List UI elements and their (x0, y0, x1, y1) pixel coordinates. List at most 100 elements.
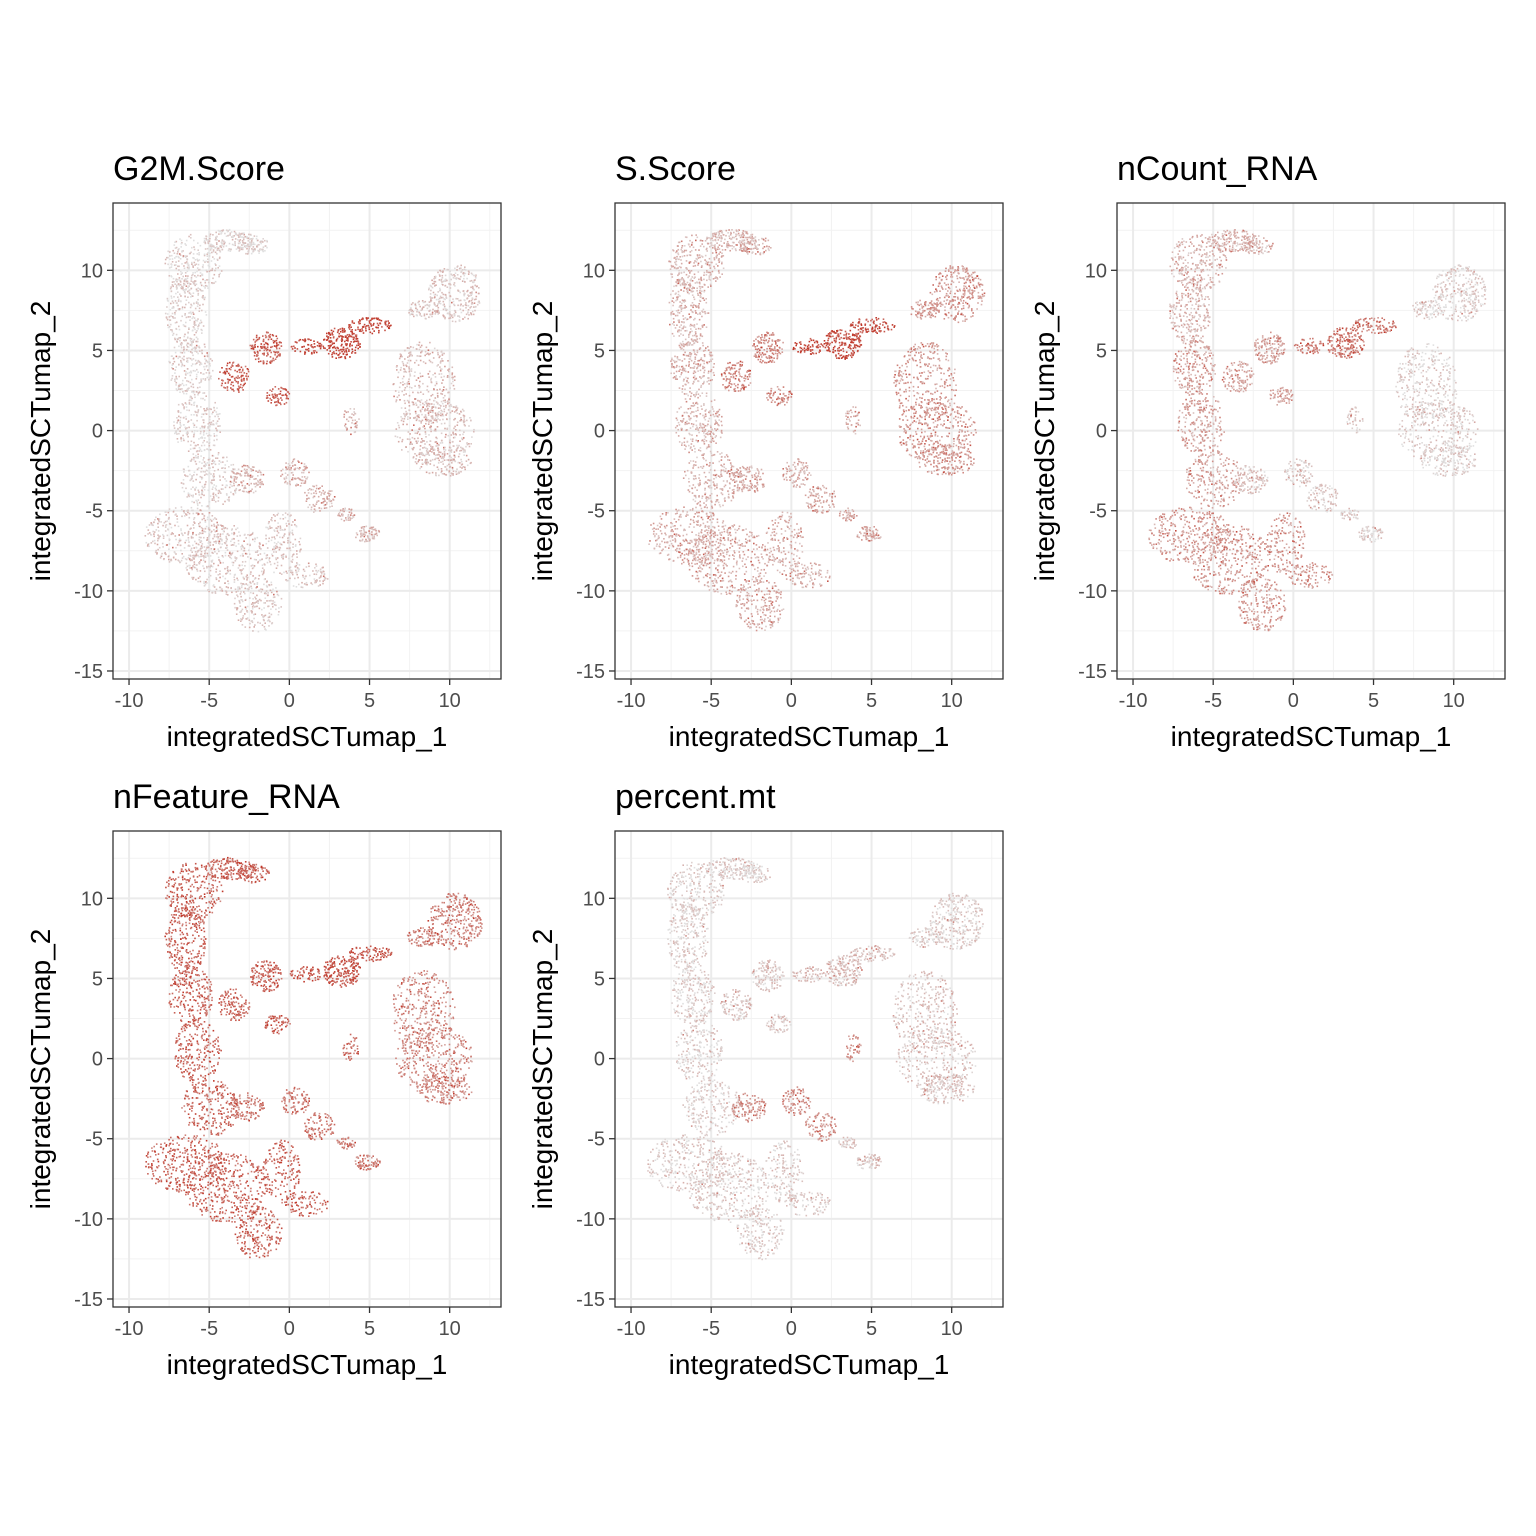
scatter-point (457, 455, 460, 458)
scatter-point (211, 499, 214, 501)
scatter-point (456, 298, 459, 300)
scatter-point (202, 487, 204, 489)
scatter-point (209, 416, 211, 418)
scatter-point (203, 449, 206, 451)
scatter-point (237, 579, 239, 581)
scatter-point (356, 421, 358, 423)
scatter-point (254, 249, 256, 251)
scatter-point (437, 298, 440, 301)
scatter-point (206, 473, 209, 476)
scatter-point (198, 561, 200, 564)
scatter-point (470, 299, 473, 302)
scatter-point (350, 433, 352, 436)
scatter-point (147, 533, 149, 535)
scatter-point (293, 345, 295, 348)
scatter-point (208, 565, 210, 568)
scatter-point (263, 592, 266, 595)
scatter-point (414, 398, 416, 400)
scatter-point (196, 305, 199, 308)
scatter-point (285, 466, 287, 468)
scatter-point (187, 494, 190, 496)
scatter-point (203, 408, 205, 410)
scatter-point (196, 564, 198, 566)
scatter-point (208, 512, 211, 514)
scatter-point (431, 415, 434, 417)
scatter-point (256, 355, 258, 357)
scatter-point (461, 438, 464, 441)
scatter-point (202, 295, 204, 297)
scatter-point (373, 322, 375, 325)
scatter-point (291, 478, 293, 481)
scatter-point (408, 370, 411, 373)
scatter-point (313, 508, 316, 510)
scatter-point (213, 479, 215, 481)
scatter-point (196, 419, 198, 422)
scatter-point (245, 252, 247, 255)
scatter-point (436, 311, 439, 313)
scatter-point (224, 567, 226, 570)
scatter-point (273, 545, 275, 548)
scatter-point (177, 386, 180, 389)
scatter-point (451, 458, 454, 460)
scatter-point (203, 392, 206, 394)
scatter-point (273, 529, 276, 531)
scatter-point (182, 555, 185, 558)
scatter-point (457, 315, 460, 317)
scatter-point (224, 382, 227, 384)
scatter-point (190, 403, 193, 406)
scatter-point (694, 276, 696, 278)
scatter-point (367, 317, 369, 319)
scatter-point (352, 414, 355, 416)
scatter-point (253, 565, 256, 567)
scatter-point (222, 533, 224, 535)
scatter-point (419, 346, 422, 348)
scatter-point (265, 349, 268, 352)
scatter-point (266, 620, 269, 622)
scatter-point (228, 496, 230, 499)
scatter-point (444, 284, 447, 287)
scatter-point (361, 328, 363, 330)
scatter-point (188, 266, 191, 268)
scatter-point (212, 495, 215, 498)
scatter-point (167, 528, 169, 530)
scatter-point (328, 495, 331, 497)
scatter-point (416, 355, 419, 357)
scatter-point (451, 373, 453, 376)
scatter-point (181, 515, 183, 518)
scatter-point (453, 309, 456, 312)
scatter-point (280, 606, 282, 608)
y-tick-label: 5 (92, 340, 103, 362)
scatter-point (250, 557, 252, 560)
scatter-point (371, 332, 374, 335)
scatter-point (244, 487, 247, 489)
scatter-point (266, 395, 268, 397)
scatter-point (150, 534, 153, 536)
scatter-point (196, 570, 199, 572)
scatter-point (179, 561, 182, 563)
scatter-point (319, 345, 322, 347)
scatter-point (252, 630, 254, 632)
scatter-point (177, 273, 179, 275)
scatter-point (343, 416, 345, 418)
scatter-point (243, 487, 246, 489)
scatter-point (221, 467, 223, 469)
scatter-point (428, 398, 431, 401)
scatter-point (180, 246, 182, 248)
scatter-point (236, 476, 238, 479)
scatter-point (440, 412, 442, 414)
scatter-point (201, 290, 204, 292)
scatter-point (449, 417, 451, 420)
scatter-point (443, 456, 445, 458)
scatter-point (272, 388, 274, 390)
scatter-point (239, 473, 241, 475)
scatter-point (430, 298, 432, 300)
scatter-point (431, 313, 434, 315)
scatter-point (252, 491, 255, 494)
scatter-point (219, 589, 222, 592)
scatter-point (216, 434, 218, 437)
scatter-point (399, 369, 402, 371)
scatter-point (200, 450, 203, 452)
scatter-point (239, 239, 242, 241)
scatter-point (432, 291, 435, 294)
scatter-point (676, 279, 679, 281)
